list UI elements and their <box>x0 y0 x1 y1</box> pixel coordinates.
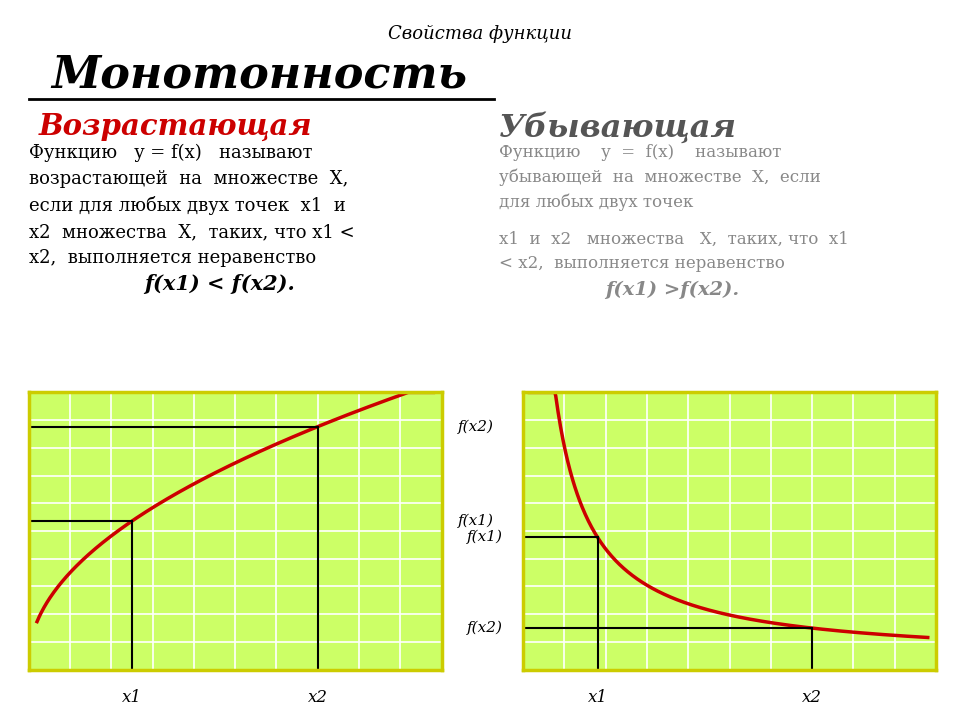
Text: Функцию   y = f(x)   называют
возрастающей  на  множестве  X,
если для любых дву: Функцию y = f(x) называют возрастающей н… <box>29 144 354 266</box>
Text: Убывающая: Убывающая <box>499 112 737 143</box>
Text: Монотонность: Монотонность <box>51 54 468 97</box>
Polygon shape <box>904 680 937 708</box>
Text: Свойства функции: Свойства функции <box>388 25 572 43</box>
Text: x2: x2 <box>803 689 822 706</box>
Text: x1: x1 <box>122 689 142 706</box>
Text: f(x1) >f(x2).: f(x1) >f(x2). <box>605 281 739 299</box>
Text: x1  и  x2   множества   X,  таких, что  x1
< x2,  выполняется неравенство: x1 и x2 множества X, таких, что x1 < x2,… <box>499 230 849 271</box>
Text: f(x1): f(x1) <box>467 530 503 544</box>
Text: Возрастающая: Возрастающая <box>38 112 312 140</box>
Text: x1: x1 <box>588 689 608 706</box>
Text: f(x1) < f(x2).: f(x1) < f(x2). <box>144 274 295 294</box>
Text: f(x1): f(x1) <box>458 514 494 528</box>
Text: x2: x2 <box>308 689 327 706</box>
Text: f(x2): f(x2) <box>467 621 503 635</box>
Text: f(x2): f(x2) <box>458 419 494 433</box>
Text: Функцию    y  =  f(x)    называют
убывающей  на  множестве  X,  если
для любых д: Функцию y = f(x) называют убывающей на м… <box>499 144 821 211</box>
